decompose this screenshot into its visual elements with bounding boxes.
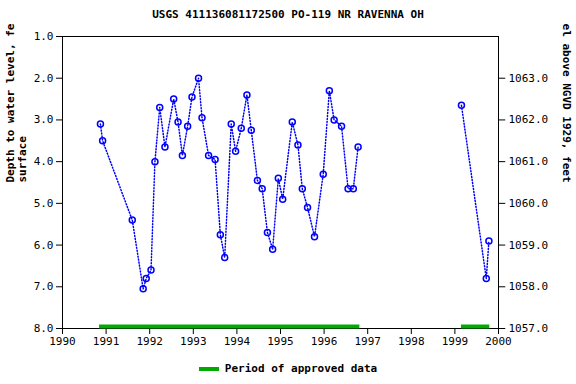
- html-text:USGS 411136081172500 PO-119 NR: USGS 411136081172500 PO-119 NR RAVENNA O…: [152, 8, 424, 21]
- svg-text:1993: 1993: [180, 335, 207, 348]
- svg-text:6.0: 6.0: [34, 239, 54, 252]
- svg-text:1991: 1991: [93, 335, 120, 348]
- svg-text:1990: 1990: [49, 335, 76, 348]
- svg-text:1996: 1996: [311, 335, 338, 348]
- svg-text:1995: 1995: [267, 335, 294, 348]
- svg-text:2000: 2000: [485, 335, 512, 348]
- html-text:Period of approved data: Period of approved data: [224, 362, 378, 375]
- svg-text:4.0: 4.0: [34, 155, 54, 168]
- svg-text:1057.0: 1057.0: [509, 322, 549, 335]
- svg-text:1.0: 1.0: [34, 30, 54, 43]
- svg-text:1999: 1999: [442, 335, 469, 348]
- svg-text:5.0: 5.0: [34, 197, 54, 210]
- svg-text:1060.0: 1060.0: [509, 197, 549, 210]
- svg-text:Groundwater level above NGVD 1: Groundwater level above NGVD 1929, feet: [560, 24, 573, 183]
- svg-text:1998: 1998: [398, 335, 425, 348]
- svg-text:1059.0: 1059.0: [509, 239, 549, 252]
- svg-text:1997: 1997: [354, 335, 381, 348]
- svg-text:1063.0: 1063.0: [509, 72, 549, 85]
- svg-text:7.0: 7.0: [34, 280, 54, 293]
- svg-text:Depth to water level, feet bel: Depth to water level, feet below landsur…: [4, 24, 29, 183]
- svg-text:3.0: 3.0: [34, 113, 54, 126]
- svg-text:1058.0: 1058.0: [509, 280, 549, 293]
- svg-text:2.0: 2.0: [34, 72, 54, 85]
- svg-text:8.0: 8.0: [34, 322, 54, 335]
- svg-text:1992: 1992: [136, 335, 163, 348]
- svg-text:1994: 1994: [224, 335, 251, 348]
- svg-text:1062.0: 1062.0: [509, 113, 549, 126]
- svg-text:1061.0: 1061.0: [509, 155, 549, 168]
